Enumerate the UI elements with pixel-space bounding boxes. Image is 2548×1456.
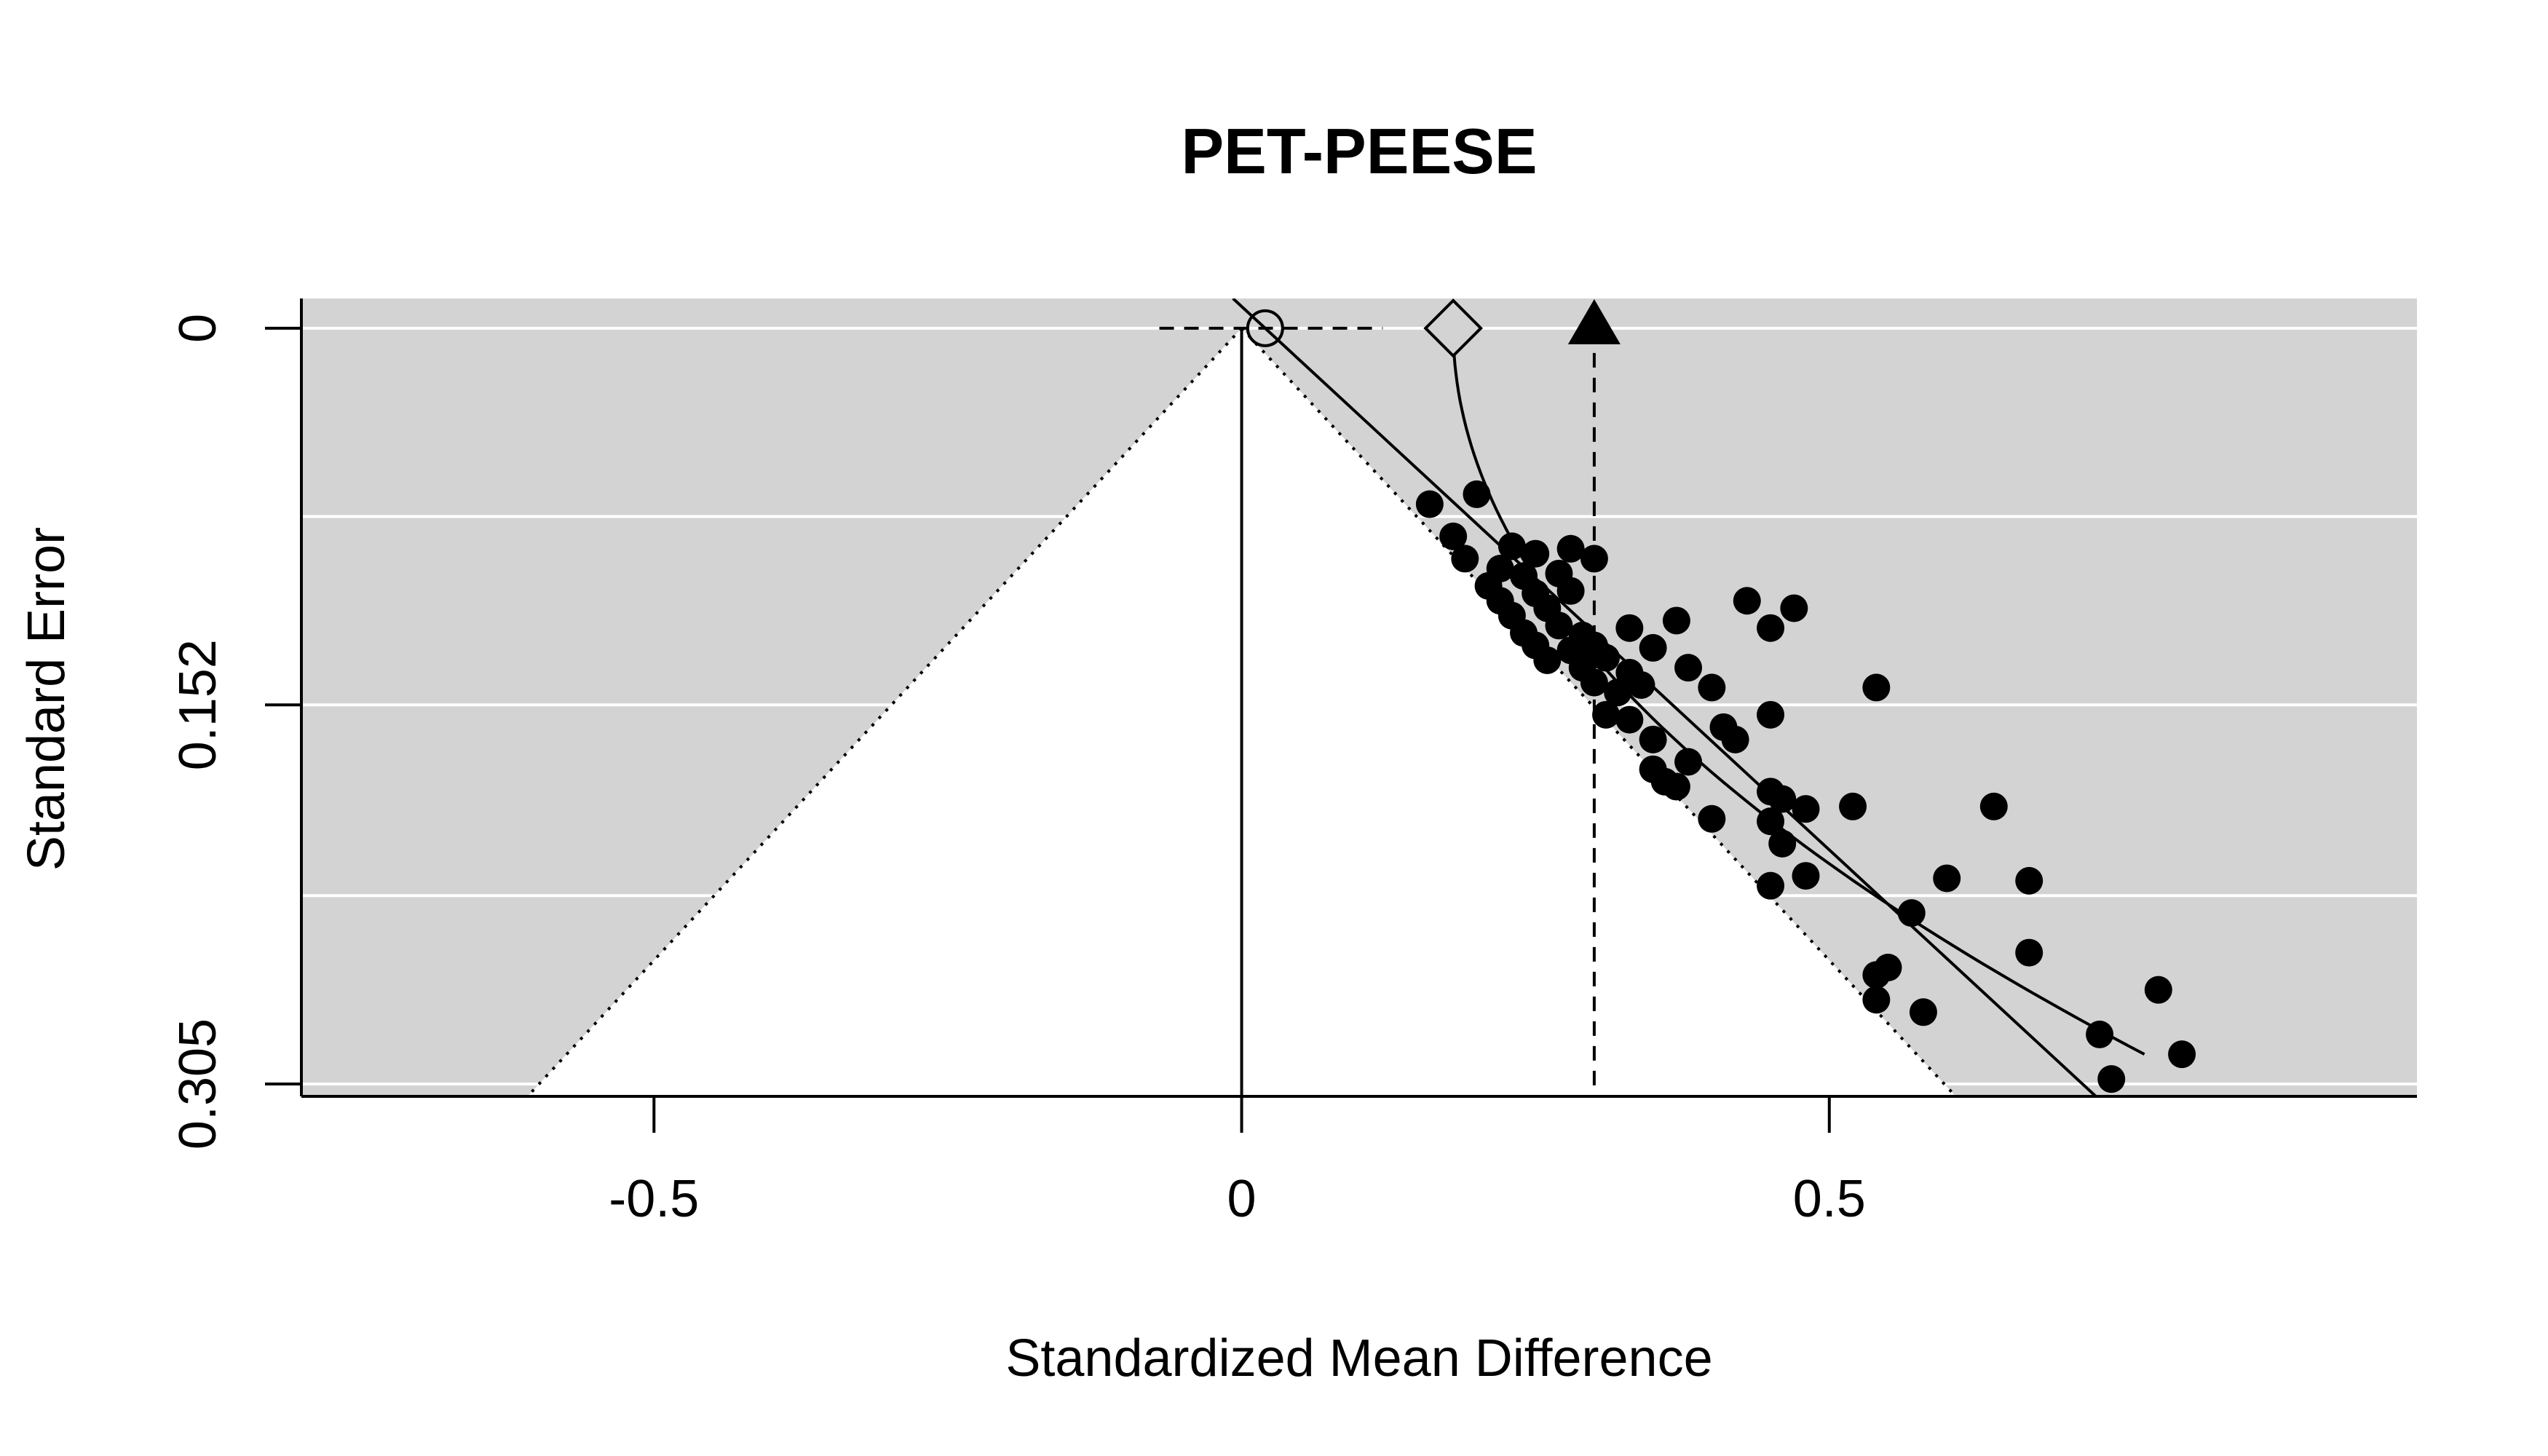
study-point: [1839, 793, 1867, 820]
study-point: [1533, 646, 1561, 674]
study-point: [1663, 606, 1690, 634]
study-point: [1980, 793, 2008, 820]
study-point: [2086, 1021, 2113, 1048]
study-point: [1451, 545, 1479, 572]
study-point: [2015, 867, 2043, 895]
study-point: [1592, 701, 1620, 729]
study-point: [1862, 673, 1890, 701]
study-point: [1862, 961, 1890, 989]
study-point: [2168, 1040, 2196, 1068]
y-tick-label: 0.152: [169, 639, 227, 770]
x-axis-ticks: -0.5 0 0.5: [609, 1096, 1866, 1228]
study-point: [1698, 805, 1725, 833]
study-point: [1792, 795, 1819, 823]
study-point: [1733, 587, 1761, 614]
study-point: [1463, 480, 1490, 508]
study-point: [1639, 634, 1667, 662]
study-point: [1862, 986, 1890, 1013]
study-point: [1722, 726, 1749, 753]
study-point: [2097, 1065, 2125, 1093]
study-point: [1627, 671, 1655, 699]
y-axis-label: Standard Error: [17, 527, 76, 871]
x-axis-label: Standardized Mean Difference: [1005, 1329, 1712, 1388]
study-point: [1757, 614, 1784, 642]
study-point: [2015, 939, 2043, 967]
y-tick-label: 0: [169, 314, 227, 343]
study-point: [1674, 654, 1702, 681]
chart-title: PET-PEESE: [1181, 115, 1537, 187]
study-point: [1698, 673, 1725, 701]
study-point: [1898, 899, 1926, 927]
study-point: [1792, 862, 1819, 890]
study-point: [1674, 748, 1702, 775]
study-point: [1615, 706, 1643, 734]
study-point: [1592, 644, 1620, 672]
y-tick-label: 0.305: [169, 1018, 227, 1150]
study-point: [1910, 998, 1937, 1026]
x-tick-label: -0.5: [609, 1170, 699, 1228]
plot-area: [301, 298, 2417, 1096]
y-axis-ticks: 0 0.152 0.305: [169, 314, 301, 1150]
study-point: [1757, 701, 1784, 729]
study-point: [2145, 976, 2172, 1004]
study-point: [1768, 830, 1796, 858]
study-point: [1416, 491, 1444, 518]
study-point: [1933, 864, 1961, 892]
study-point: [1663, 773, 1690, 801]
study-point: [1615, 614, 1643, 642]
study-point: [1580, 545, 1608, 572]
study-point: [1780, 594, 1808, 622]
x-tick-label: 0.5: [1793, 1170, 1866, 1228]
study-point: [1639, 726, 1667, 753]
x-tick-label: 0: [1227, 1170, 1257, 1228]
study-point: [1757, 872, 1784, 900]
study-point: [1557, 577, 1585, 605]
